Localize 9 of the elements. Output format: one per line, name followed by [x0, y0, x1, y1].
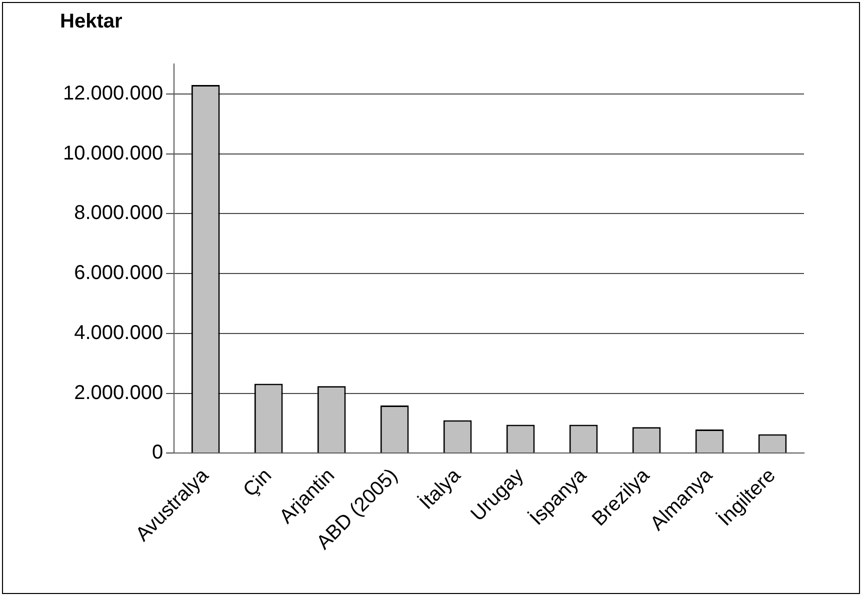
y-tick-label: 0 — [152, 442, 164, 464]
chart-title: Hektar — [60, 10, 122, 33]
y-tick-label: 4.000.000 — [74, 322, 164, 344]
y-tick-label: 12.000.000 — [62, 82, 164, 104]
y-tick-label: 2.000.000 — [74, 382, 164, 404]
y-tick-label: 6.000.000 — [74, 262, 164, 284]
x-tick-label: Çin — [239, 464, 276, 502]
y-tick-label: 10.000.000 — [62, 142, 164, 164]
y-tick-label: 8.000.000 — [74, 202, 164, 224]
